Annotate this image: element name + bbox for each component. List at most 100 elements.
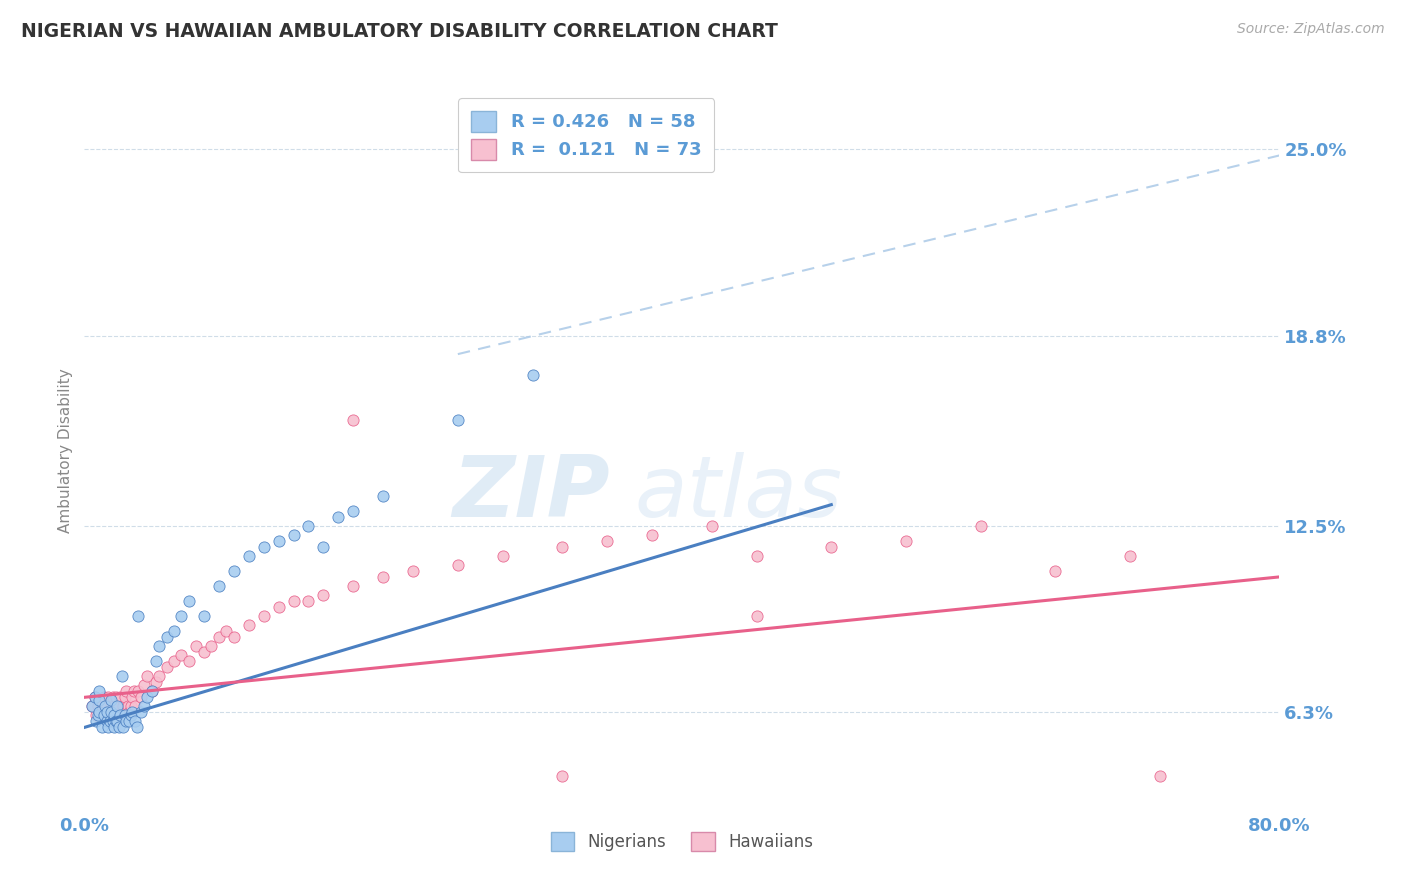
Point bbox=[87, 708, 110, 723]
Point bbox=[89, 706, 111, 720]
Y-axis label: Ambulatory Disability: Ambulatory Disability bbox=[58, 368, 73, 533]
Point bbox=[103, 699, 125, 714]
Point bbox=[148, 639, 170, 653]
Point bbox=[96, 699, 118, 714]
Point bbox=[820, 540, 842, 554]
Point bbox=[110, 690, 132, 705]
Point bbox=[283, 594, 305, 608]
Point bbox=[267, 533, 290, 548]
Point bbox=[193, 609, 215, 624]
Point bbox=[447, 413, 470, 427]
Point bbox=[89, 693, 111, 707]
Point bbox=[132, 699, 156, 714]
Point bbox=[141, 684, 163, 698]
Point bbox=[342, 413, 364, 427]
Point bbox=[93, 690, 115, 705]
Point bbox=[112, 699, 135, 714]
Text: NIGERIAN VS HAWAIIAN AMBULATORY DISABILITY CORRELATION CHART: NIGERIAN VS HAWAIIAN AMBULATORY DISABILI… bbox=[21, 22, 778, 41]
Point bbox=[447, 558, 470, 572]
Point bbox=[145, 675, 167, 690]
Point bbox=[253, 540, 276, 554]
Point bbox=[745, 609, 768, 624]
Point bbox=[101, 714, 124, 729]
Point bbox=[124, 699, 146, 714]
Point bbox=[89, 684, 111, 698]
Point bbox=[145, 654, 167, 668]
Point bbox=[89, 706, 111, 720]
Point bbox=[118, 714, 141, 729]
Point bbox=[700, 518, 723, 533]
Legend: Nigerians, Hawaiians: Nigerians, Hawaiians bbox=[544, 825, 820, 857]
Point bbox=[551, 769, 574, 783]
Point bbox=[91, 721, 114, 735]
Point bbox=[114, 690, 136, 705]
Point bbox=[1119, 549, 1142, 563]
Point bbox=[373, 489, 395, 503]
Point bbox=[105, 714, 128, 729]
Point bbox=[522, 368, 544, 383]
Point bbox=[373, 570, 395, 584]
Point bbox=[132, 678, 156, 692]
Point bbox=[170, 609, 193, 624]
Point bbox=[98, 714, 121, 729]
Point bbox=[155, 660, 177, 674]
Point bbox=[163, 624, 186, 639]
Point bbox=[103, 714, 125, 729]
Point bbox=[100, 693, 122, 707]
Point bbox=[120, 699, 142, 714]
Point bbox=[136, 669, 159, 683]
Point bbox=[127, 684, 149, 698]
Point bbox=[163, 654, 186, 668]
Point bbox=[97, 690, 120, 705]
Point bbox=[83, 690, 105, 705]
Point bbox=[110, 708, 132, 723]
Point bbox=[86, 714, 108, 729]
Point bbox=[177, 654, 200, 668]
Point bbox=[80, 699, 103, 714]
Point bbox=[90, 693, 112, 707]
Point bbox=[222, 630, 245, 644]
Point bbox=[186, 639, 208, 653]
Point bbox=[596, 533, 619, 548]
Point bbox=[641, 528, 664, 542]
Point bbox=[148, 669, 170, 683]
Point bbox=[342, 579, 364, 593]
Point bbox=[96, 714, 118, 729]
Text: Source: ZipAtlas.com: Source: ZipAtlas.com bbox=[1237, 22, 1385, 37]
Point bbox=[117, 699, 139, 714]
Point bbox=[98, 706, 121, 720]
Point bbox=[118, 706, 141, 720]
Point bbox=[297, 594, 319, 608]
Point bbox=[551, 540, 574, 554]
Text: atlas: atlas bbox=[634, 452, 842, 535]
Point bbox=[267, 600, 290, 615]
Point bbox=[208, 579, 231, 593]
Point bbox=[93, 708, 115, 723]
Point bbox=[894, 533, 917, 548]
Point bbox=[107, 699, 129, 714]
Point bbox=[193, 645, 215, 659]
Point bbox=[1149, 769, 1171, 783]
Point bbox=[125, 721, 148, 735]
Point bbox=[94, 699, 117, 714]
Point bbox=[103, 721, 125, 735]
Point bbox=[96, 706, 118, 720]
Point bbox=[114, 708, 136, 723]
Point bbox=[170, 648, 193, 662]
Point bbox=[91, 699, 114, 714]
Point bbox=[121, 706, 143, 720]
Point bbox=[124, 714, 146, 729]
Point bbox=[312, 588, 335, 602]
Point bbox=[129, 690, 152, 705]
Point bbox=[745, 549, 768, 563]
Point bbox=[120, 708, 142, 723]
Point bbox=[238, 549, 260, 563]
Point bbox=[200, 639, 222, 653]
Point bbox=[283, 528, 305, 542]
Point bbox=[111, 669, 134, 683]
Point bbox=[83, 690, 105, 705]
Point bbox=[100, 699, 122, 714]
Point bbox=[970, 518, 993, 533]
Point bbox=[328, 509, 350, 524]
Point bbox=[80, 699, 103, 714]
